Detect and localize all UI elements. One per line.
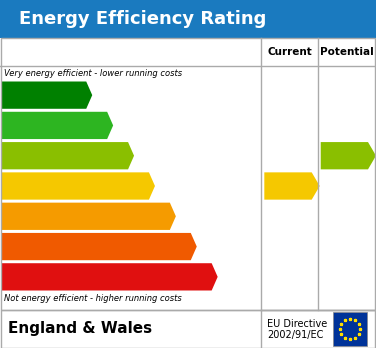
Polygon shape	[2, 112, 113, 139]
Text: (55-68): (55-68)	[6, 182, 39, 190]
Text: A: A	[73, 88, 84, 103]
Text: (92 Plus): (92 Plus)	[6, 90, 45, 100]
Text: (39-54): (39-54)	[6, 212, 39, 221]
Polygon shape	[264, 172, 320, 200]
Polygon shape	[321, 142, 376, 169]
Text: D: D	[134, 179, 147, 193]
Text: (21-38): (21-38)	[6, 242, 39, 251]
Polygon shape	[2, 81, 92, 109]
Text: EU Directive: EU Directive	[267, 319, 327, 329]
Polygon shape	[2, 263, 218, 291]
Text: 2002/91/EC: 2002/91/EC	[267, 330, 324, 340]
Text: F: F	[178, 239, 189, 254]
Bar	[1, 38, 375, 310]
Text: 58: 58	[278, 179, 298, 193]
Polygon shape	[2, 203, 176, 230]
Text: C: C	[115, 148, 126, 163]
Text: (1-20): (1-20)	[6, 272, 33, 281]
Polygon shape	[2, 233, 197, 260]
Text: Not energy efficient - higher running costs: Not energy efficient - higher running co…	[4, 294, 182, 303]
Text: England & Wales: England & Wales	[8, 322, 152, 337]
Text: B: B	[94, 118, 105, 133]
Polygon shape	[2, 142, 134, 169]
Text: E: E	[158, 209, 168, 224]
Polygon shape	[2, 172, 155, 200]
Bar	[0, 0, 376, 38]
Text: Energy Efficiency Rating: Energy Efficiency Rating	[19, 10, 267, 28]
Bar	[333, 312, 367, 346]
Text: Very energy efficient - lower running costs: Very energy efficient - lower running co…	[4, 69, 182, 78]
Text: Current: Current	[267, 47, 312, 57]
Bar	[1, 310, 375, 348]
Text: 75: 75	[335, 149, 354, 163]
Text: G: G	[197, 269, 210, 284]
Text: (69-80): (69-80)	[6, 151, 39, 160]
Text: Potential: Potential	[320, 47, 374, 57]
Text: (81-91): (81-91)	[6, 121, 39, 130]
